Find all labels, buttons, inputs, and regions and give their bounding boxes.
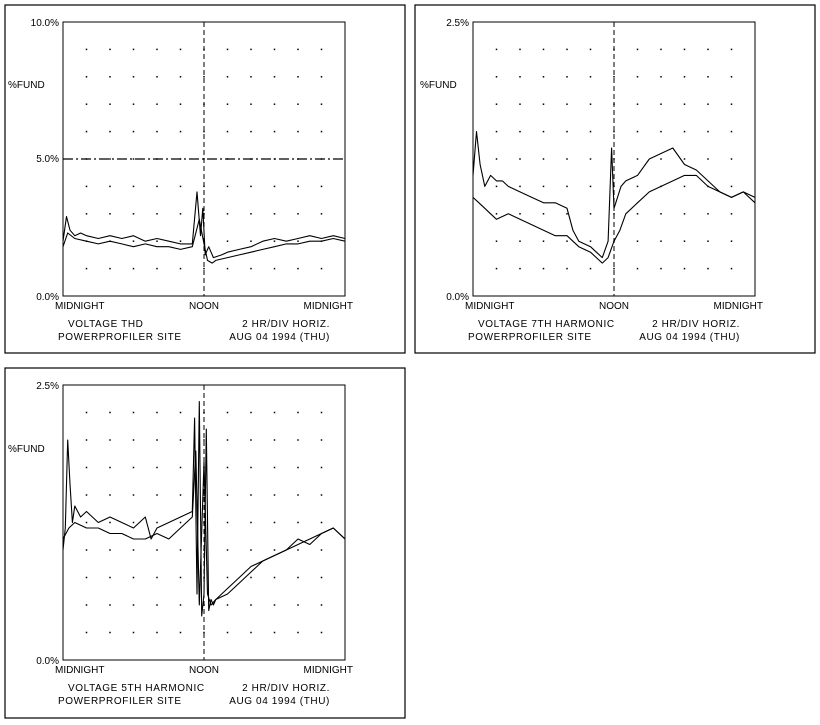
y-tick-label: 2.5%: [446, 18, 469, 29]
y-tick-label: 10.0%: [31, 18, 59, 29]
series-line-2: [62, 450, 346, 606]
caption-title: VOLTAGE 5TH HARMONIC: [68, 683, 205, 694]
caption-site: POWERPROFILER SITE: [58, 696, 182, 707]
x-tick-label: NOON: [189, 665, 219, 676]
x-tick-label: MIDNIGHT: [55, 301, 104, 312]
series-line-2: [472, 174, 756, 264]
panel-frame: [4, 4, 406, 354]
y-tick-label: 0.0%: [36, 656, 59, 667]
caption-scale: 2 HR/DIV HORIZ.: [242, 683, 330, 694]
x-tick-label: MIDNIGHT: [465, 301, 514, 312]
caption-site: POWERPROFILER SITE: [468, 332, 592, 343]
y-axis-label: %FUND: [8, 80, 45, 91]
panel-frame: [414, 4, 816, 354]
caption-title: VOLTAGE 7TH HARMONIC: [478, 319, 615, 330]
series-line-1: [62, 191, 346, 259]
voltage-thd-panel: 10.0% 5.0% 0.0% %FUND MIDNIGHT NOON MIDNIGHT VO…: [4, 4, 406, 354]
series-line-1: [472, 131, 756, 259]
x-tick-label: MIDNIGHT: [714, 301, 763, 312]
caption-scale: 2 HR/DIV HORIZ.: [242, 319, 330, 330]
caption-scale: 2 HR/DIV HORIZ.: [652, 319, 740, 330]
voltage-7th-harmonic-panel: 2.5% 0.0% %FUND MIDNIGHT NOON MIDNIGHT VOLTAGE…: [414, 4, 816, 354]
y-tick-label: 2.5%: [36, 381, 59, 392]
caption-site: POWERPROFILER SITE: [58, 332, 182, 343]
x-tick-label: MIDNIGHT: [55, 665, 104, 676]
series-line-2: [62, 218, 346, 264]
y-tick-label: 5.0%: [36, 154, 59, 165]
caption-date: AUG 04 1994 (THU): [229, 696, 330, 707]
voltage-5th-harmonic-panel: 2.5% 0.0% %FUND MIDNIGHT NOON MIDNIGHT VOLTAGE…: [4, 367, 406, 719]
y-axis-label: %FUND: [8, 444, 45, 455]
x-tick-label: MIDNIGHT: [304, 665, 353, 676]
caption-date: AUG 04 1994 (THU): [229, 332, 330, 343]
x-tick-label: NOON: [189, 301, 219, 312]
caption-title: VOLTAGE THD: [68, 319, 144, 330]
y-axis-label: %FUND: [420, 80, 457, 91]
y-tick-label: 0.0%: [36, 292, 59, 303]
y-tick-label: 0.0%: [446, 292, 469, 303]
caption-date: AUG 04 1994 (THU): [639, 332, 740, 343]
x-tick-label: MIDNIGHT: [304, 301, 353, 312]
grid-dots: [495, 48, 733, 270]
x-tick-label: NOON: [599, 301, 629, 312]
